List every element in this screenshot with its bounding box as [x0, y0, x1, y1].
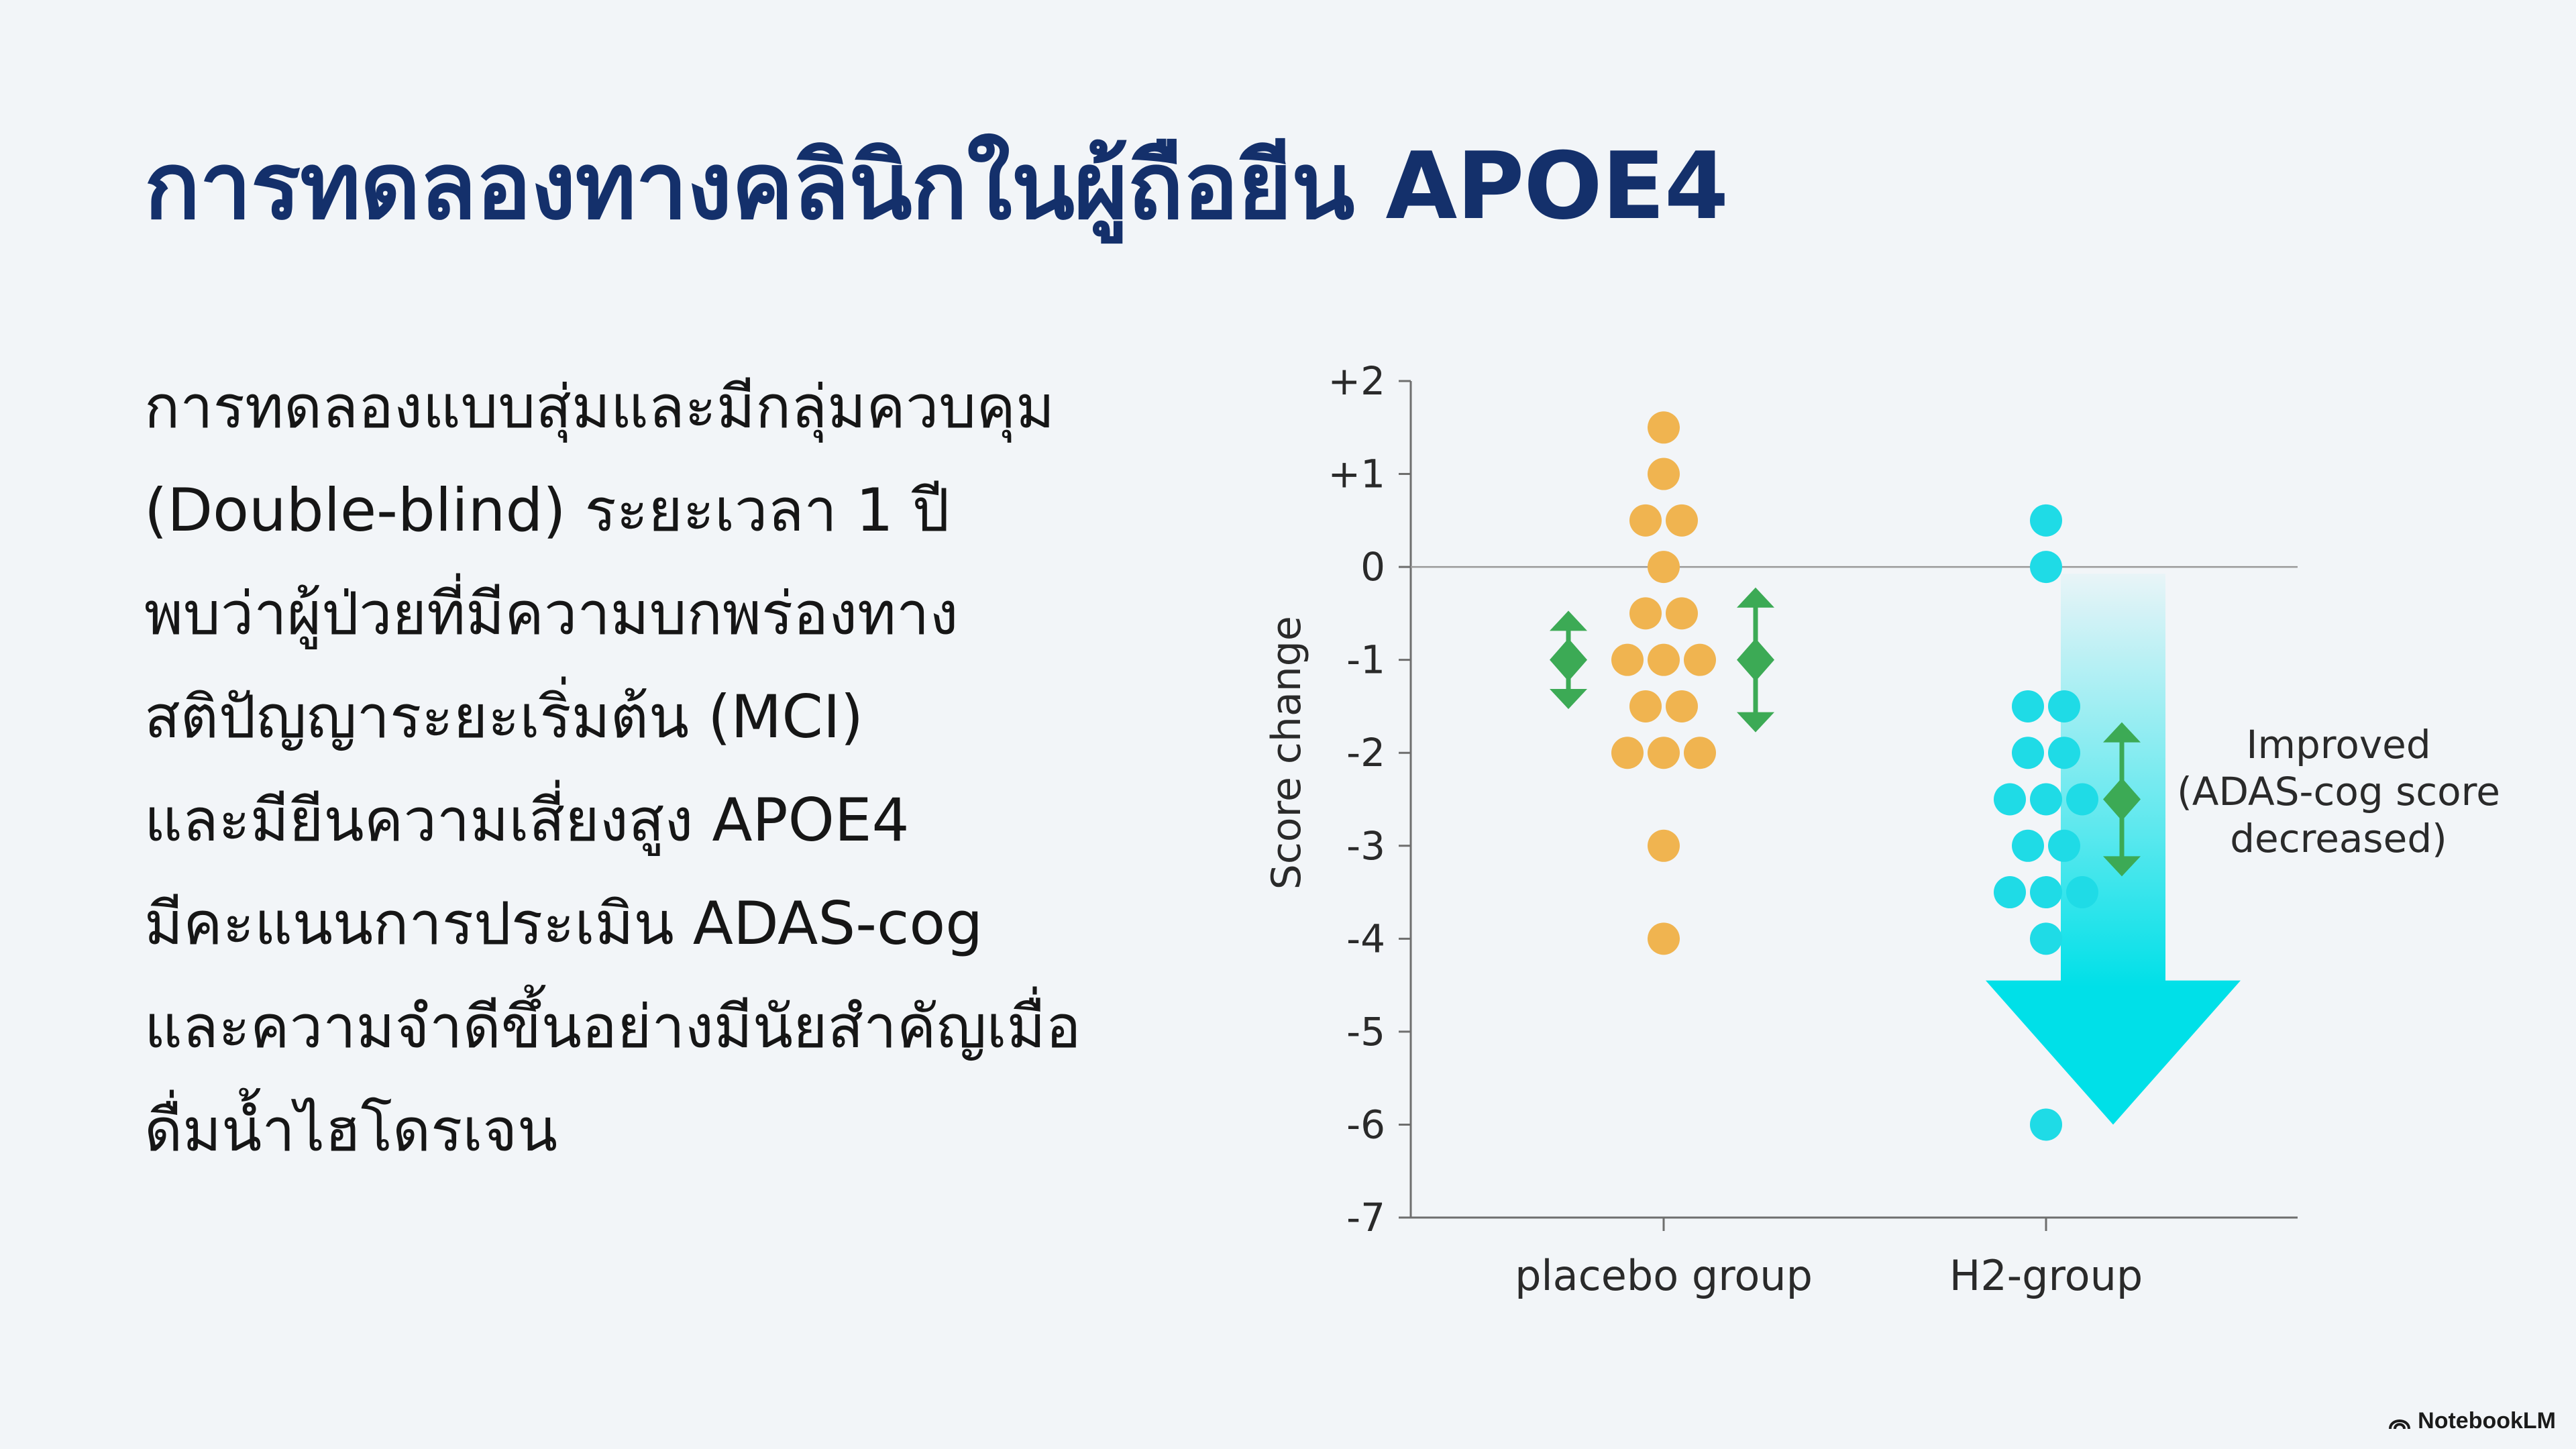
body-text: การทดลองแบบสุ่มและมีกลุ่มควบคุม (Double-…	[144, 356, 1244, 1182]
y-tick-label: -2	[1346, 730, 1385, 775]
data-point	[2030, 922, 2062, 955]
data-point	[2030, 783, 2062, 816]
data-point	[2066, 783, 2098, 816]
data-point	[2066, 876, 2098, 909]
data-point	[1648, 458, 1680, 490]
data-point	[2030, 876, 2062, 909]
x-tick-label: H2-group	[1949, 1251, 2143, 1300]
data-point	[1629, 504, 1662, 537]
range-marker-head-up	[1550, 610, 1587, 631]
annotation-line: decreased)	[2230, 816, 2447, 861]
data-point	[2030, 504, 2062, 537]
y-tick-label: 0	[1360, 544, 1385, 590]
y-tick-label: +2	[1328, 358, 1386, 404]
y-tick-label: -4	[1346, 916, 1385, 961]
data-point	[1648, 411, 1680, 444]
data-point	[1666, 504, 1698, 537]
x-tick-label: placebo group	[1515, 1251, 1813, 1300]
data-point	[2048, 829, 2080, 862]
data-point	[1648, 922, 1680, 955]
slide-title: การทดลองทางคลินิกในผู้ถือยีน APOE4	[144, 132, 1729, 240]
y-tick-label: -6	[1346, 1102, 1385, 1147]
body-line: การทดลองแบบสุ่มและมีกลุ่มควบคุม	[144, 372, 1055, 441]
annotation-line: (ADAS-cog score	[2177, 769, 2500, 814]
data-point	[1684, 643, 1716, 676]
body-line: ดื่มน้ำไฮโดรเจน	[144, 1095, 558, 1165]
data-point	[2048, 690, 2080, 722]
body-line: สติปัญญาระยะเริ่มต้น (MCI)	[144, 682, 864, 751]
data-point	[1994, 876, 2026, 909]
data-point	[2030, 551, 2062, 584]
y-tick-label: -7	[1346, 1195, 1385, 1240]
data-point	[1629, 690, 1662, 722]
range-marker-head-up	[1737, 587, 1774, 608]
data-point	[1994, 783, 2026, 816]
body-line: (Double-blind) ระยะเวลา 1 ปี	[144, 476, 950, 545]
data-point	[1611, 643, 1644, 676]
range-marker-diamond	[1550, 638, 1587, 682]
data-point	[1666, 690, 1698, 722]
range-marker-diamond	[2103, 777, 2141, 821]
range-marker-head-down	[1550, 688, 1587, 709]
body-line: มีคะแนนการประเมิน ADAS-cog	[144, 889, 983, 958]
range-marker-head-down	[2103, 856, 2141, 877]
brand-logo: NotebookLM	[2388, 1408, 2556, 1434]
data-point	[1666, 597, 1698, 630]
data-point	[1648, 551, 1680, 584]
data-point	[1648, 737, 1680, 769]
data-point	[1629, 597, 1662, 630]
data-point	[1648, 829, 1680, 862]
y-tick-label: -3	[1346, 823, 1385, 869]
y-axis-label: Score change	[1263, 616, 1310, 890]
data-point	[2030, 1108, 2062, 1141]
range-marker-diamond	[1737, 638, 1774, 682]
data-point	[2012, 690, 2044, 722]
y-tick-label: -1	[1346, 637, 1385, 683]
body-line: พบว่าผู้ป่วยที่มีความบกพร่องทาง	[144, 579, 959, 648]
data-point	[1684, 737, 1716, 769]
y-tick-label: +1	[1328, 451, 1386, 497]
data-point	[1648, 643, 1680, 676]
body-line: และความจำดีขึ้นอย่างมีนัยสำคัญเมื่อ	[144, 992, 1081, 1061]
y-tick-label: -5	[1346, 1009, 1385, 1055]
annotation-line: Improved	[2246, 722, 2430, 767]
data-point	[2012, 737, 2044, 769]
body-line: และมียีนความเสี่ยงสูง APOE4	[144, 786, 910, 855]
range-marker-head-down	[1737, 712, 1774, 733]
brand-name: NotebookLM	[2418, 1408, 2556, 1434]
notebooklm-icon	[2389, 1419, 2411, 1429]
improvement-arrow	[1986, 574, 2241, 1125]
range-marker-head-up	[2103, 722, 2141, 743]
data-point	[1611, 737, 1644, 769]
data-point	[2048, 737, 2080, 769]
data-point	[2012, 829, 2044, 862]
